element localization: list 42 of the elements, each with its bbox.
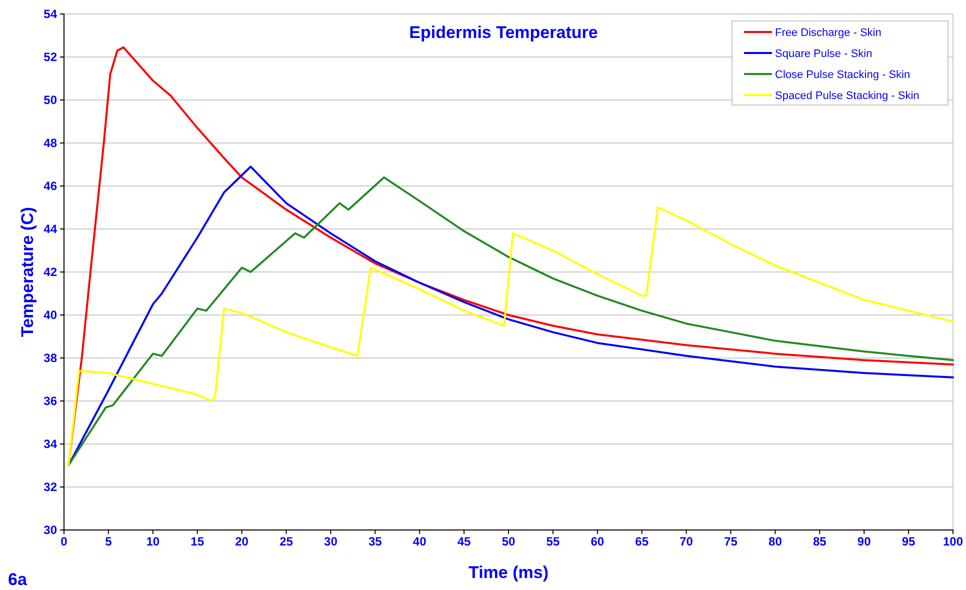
y-axis-title: Temperature (C): [18, 206, 37, 338]
y-tick-label: 32: [44, 480, 58, 494]
legend-label: Close Pulse Stacking - Skin: [775, 69, 910, 81]
x-tick-label: 55: [546, 534, 560, 549]
x-tick-label: 95: [902, 534, 916, 549]
y-tick-label: 40: [44, 308, 58, 322]
x-tick-label: 60: [590, 534, 604, 549]
y-tick-label: 46: [44, 178, 58, 193]
x-tick-label: 90: [857, 534, 872, 549]
y-tick-label: 30: [44, 522, 58, 537]
y-tick-label: 50: [44, 92, 58, 107]
text: 6a: [8, 570, 28, 589]
x-tick-label: 50: [502, 534, 516, 549]
x-tick-label: 25: [280, 534, 294, 549]
legend-label: Free Discharge - Skin: [775, 27, 882, 39]
x-tick-label: 35: [368, 534, 382, 549]
x-tick-label: 70: [680, 534, 694, 549]
x-tick-label: 10: [146, 534, 160, 549]
x-tick-label: 5: [105, 534, 112, 549]
y-tick-label: 38: [44, 350, 58, 365]
y-tick-label: 42: [44, 264, 58, 279]
x-tick-label: 20: [235, 534, 249, 549]
x-axis-title: Time (ms): [468, 563, 548, 582]
x-tick-label: 85: [812, 534, 827, 549]
y-tick-label: 54: [44, 6, 58, 21]
x-tick-label: 80: [768, 534, 782, 549]
y-tick-label: 34: [44, 436, 58, 451]
y-tick-label: 52: [44, 50, 58, 64]
y-tick-label: 36: [44, 394, 58, 408]
text: Epidermis Temperature: [409, 23, 598, 42]
legend-label: Square Pulse - Skin: [775, 48, 872, 60]
x-tick-label: 75: [724, 534, 738, 549]
y-tick-label: 44: [44, 222, 58, 236]
x-tick-label: 40: [412, 534, 427, 549]
y-tick-label: 48: [44, 136, 58, 150]
legend-label: Spaced Pulse Stacking - Skin: [775, 90, 920, 102]
x-tick-label: 65: [635, 534, 649, 549]
x-tick-label: 15: [190, 534, 204, 549]
x-tick-label: 45: [457, 534, 472, 549]
x-tick-label: 100: [942, 534, 964, 549]
x-tick-label: 30: [324, 534, 338, 549]
x-tick-label: 0: [60, 534, 68, 549]
